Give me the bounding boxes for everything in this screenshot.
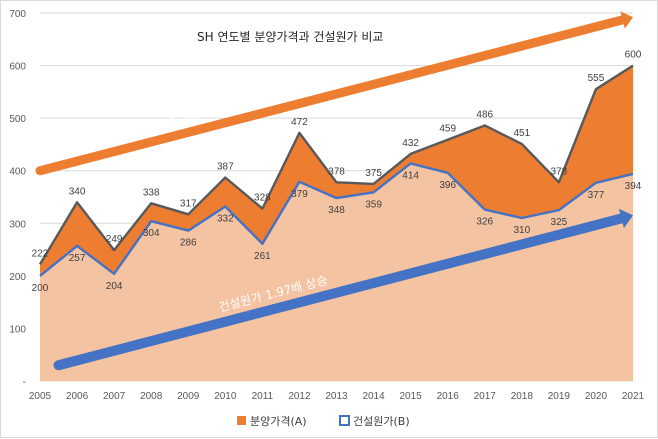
x-tick-label: 2011 bbox=[252, 391, 274, 402]
y-tick-label: 300 bbox=[9, 219, 26, 230]
data-label-geonseol: 325 bbox=[551, 217, 568, 228]
data-label-bunyang: 387 bbox=[217, 162, 234, 173]
series-line-geonseol bbox=[39, 162, 634, 277]
data-label-geonseol: 396 bbox=[439, 180, 456, 191]
data-label-bunyang: 555 bbox=[588, 73, 605, 84]
x-tick-label: 2018 bbox=[511, 391, 534, 402]
data-label-geonseol: 379 bbox=[291, 189, 308, 200]
bunyang-trend-arrow-head bbox=[620, 11, 633, 29]
x-tick-label: 2015 bbox=[400, 391, 423, 402]
x-tick-label: 2012 bbox=[288, 391, 311, 402]
data-label-geonseol: 332 bbox=[217, 213, 234, 224]
x-tick-label: 2006 bbox=[66, 391, 89, 402]
legend: 분양가격(A) 건설원가(B) bbox=[237, 415, 410, 428]
legend-swatch-geonseol bbox=[339, 415, 350, 426]
x-tick-label: 2008 bbox=[140, 391, 163, 402]
x-tick-label: 2017 bbox=[474, 391, 497, 402]
data-label-bunyang: 375 bbox=[365, 168, 382, 179]
x-tick-label: 2019 bbox=[548, 391, 571, 402]
data-label-geonseol: 204 bbox=[106, 281, 123, 292]
data-label-geonseol: 261 bbox=[254, 251, 271, 262]
series-lines bbox=[38, 64, 634, 277]
data-label-bunyang: 328 bbox=[254, 193, 271, 204]
x-tick-label: 2016 bbox=[437, 391, 460, 402]
data-label-geonseol: 326 bbox=[476, 217, 493, 228]
legend-swatch-bunyang bbox=[237, 416, 246, 425]
x-tick-label: 2009 bbox=[177, 391, 200, 402]
x-tick-label: 2010 bbox=[214, 391, 237, 402]
data-label-geonseol: 394 bbox=[625, 181, 642, 192]
data-label-geonseol: 359 bbox=[365, 199, 382, 210]
legend-label-bunyang: 분양가격(A) bbox=[250, 415, 307, 428]
data-label-bunyang: 222 bbox=[32, 248, 49, 259]
x-tick-label: 2007 bbox=[103, 391, 126, 402]
data-label-geonseol: 286 bbox=[180, 238, 197, 249]
data-label-bunyang: 459 bbox=[439, 124, 456, 135]
data-label-bunyang: 432 bbox=[402, 138, 419, 149]
x-tick-label: 2014 bbox=[362, 391, 385, 402]
x-tick-label: 2021 bbox=[622, 391, 645, 402]
data-label-geonseol: 377 bbox=[588, 190, 605, 201]
x-tick-label: 2013 bbox=[325, 391, 348, 402]
data-label-bunyang: 338 bbox=[143, 187, 160, 198]
data-label-bunyang: 249 bbox=[106, 234, 123, 245]
data-label-bunyang: 486 bbox=[476, 110, 493, 121]
chart-title: SH 연도별 분양가격과 건설원가 비교 bbox=[197, 30, 383, 44]
data-label-bunyang: 378 bbox=[551, 166, 568, 177]
bunyang-trend-arrow-shaft bbox=[35, 15, 628, 176]
y-tick-label: 200 bbox=[9, 272, 26, 283]
data-label-bunyang: 340 bbox=[69, 186, 86, 197]
y-tick-label: - bbox=[23, 377, 26, 388]
geonseol-trend-arrow-shaft bbox=[53, 213, 627, 371]
data-label-bunyang: 472 bbox=[291, 117, 308, 128]
y-tick-label: 500 bbox=[9, 114, 26, 125]
data-label-geonseol: 348 bbox=[328, 205, 345, 216]
data-label-geonseol: 257 bbox=[69, 253, 86, 264]
legend-label-geonseol: 건설원가(B) bbox=[353, 415, 410, 428]
y-tick-label: 400 bbox=[9, 167, 26, 178]
series-line-bunyang bbox=[38, 64, 634, 265]
data-label-geonseol: 200 bbox=[32, 283, 49, 294]
trend-arrows bbox=[35, 11, 633, 371]
data-label-geonseol: 414 bbox=[402, 170, 419, 181]
geonseol-trend-arrow-head bbox=[618, 208, 633, 229]
x-tick-label: 2020 bbox=[585, 391, 608, 402]
y-tick-label: 600 bbox=[9, 62, 26, 73]
data-label-geonseol: 310 bbox=[513, 225, 530, 236]
x-tick-label: 2005 bbox=[29, 391, 52, 402]
data-label-bunyang: 451 bbox=[513, 128, 530, 139]
y-tick-label: 700 bbox=[9, 9, 26, 20]
data-label-bunyang: 600 bbox=[625, 50, 642, 61]
axis-ticks: - 100 200 300 400 500 600 700 2005 2006 2007 2008 20… bbox=[9, 9, 644, 402]
y-tick-label: 100 bbox=[9, 324, 26, 335]
data-label-geonseol: 304 bbox=[143, 228, 160, 239]
data-label-bunyang: 378 bbox=[328, 166, 345, 177]
data-label-bunyang: 317 bbox=[180, 198, 197, 209]
